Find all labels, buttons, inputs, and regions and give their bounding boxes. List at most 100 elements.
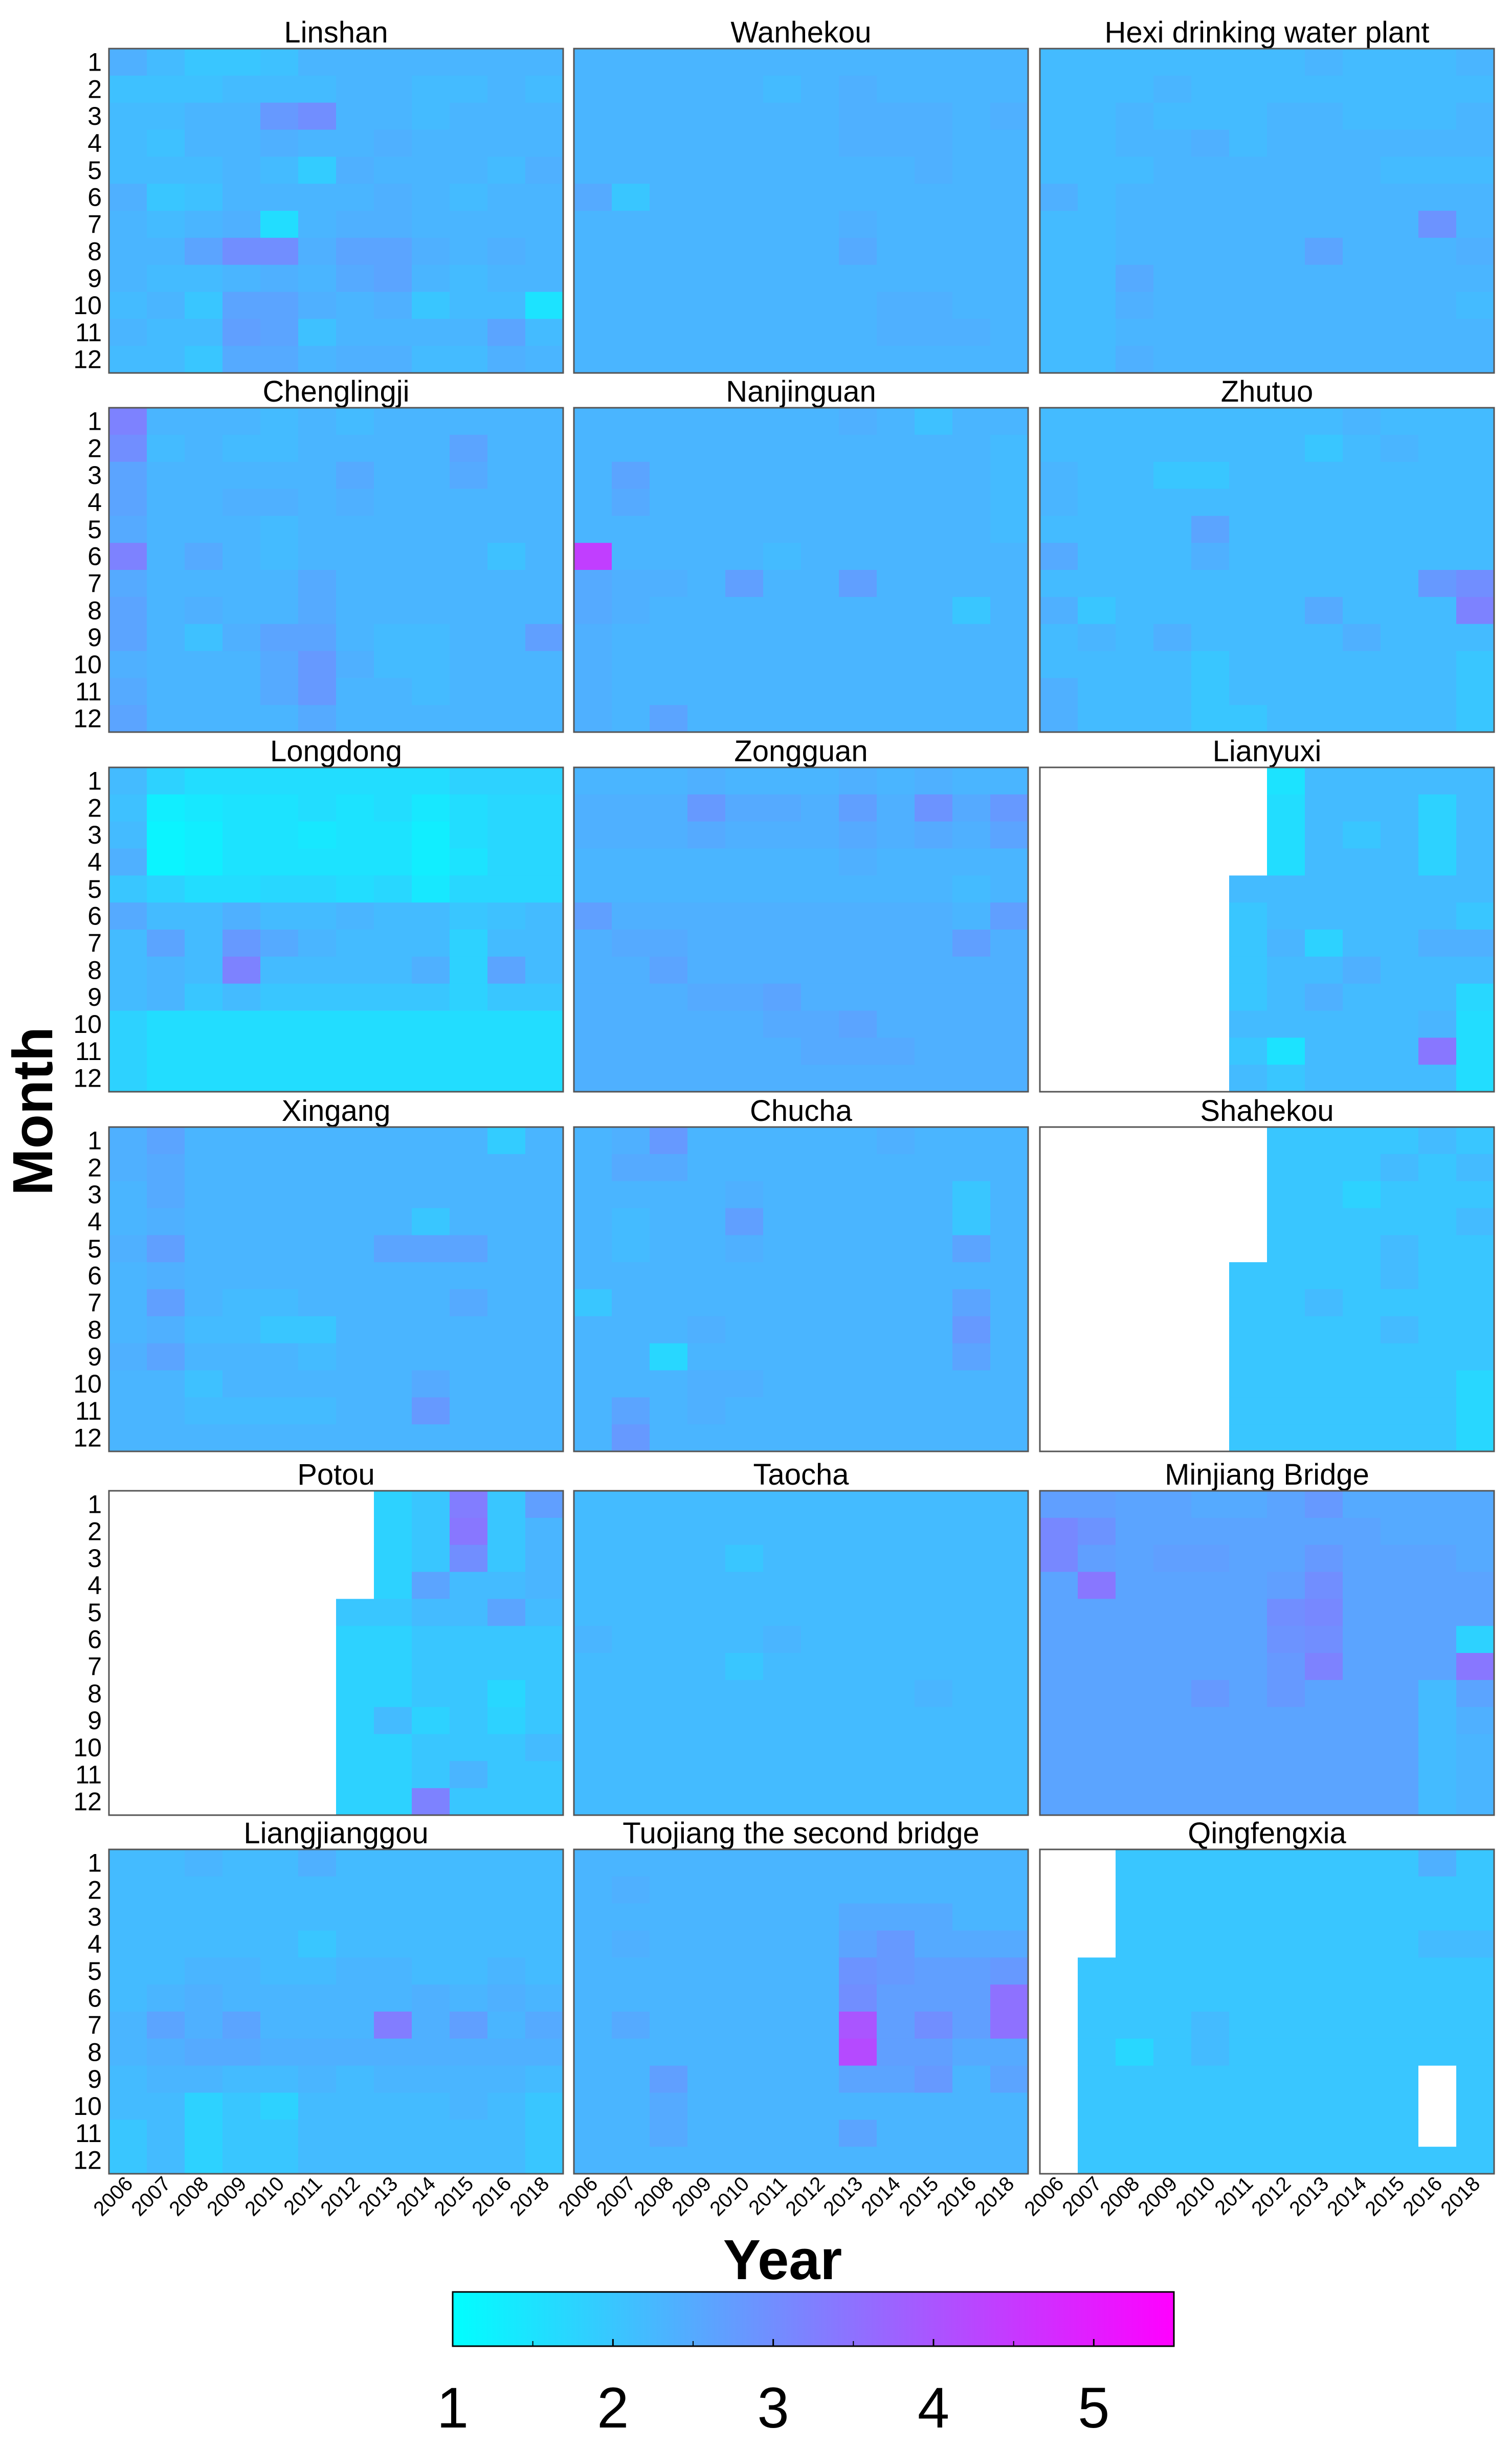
heatmap-cell: Chenglingji 2012-5: 2.3 bbox=[336, 516, 374, 543]
heatmap-cell: Liangjianggou 2010-1: 2.2 bbox=[260, 1849, 299, 1877]
heatmap-cell: Tuojiang the second bridge 2013-5: 2.9 bbox=[839, 1957, 877, 1985]
heatmap-cell: Lianyuxi 2012-9: 2.2 bbox=[1267, 983, 1305, 1011]
heatmap-cell: Hexi drinking water plant 2011-2: 2.2 bbox=[1229, 75, 1268, 103]
heatmap-cell: Chenglingji 2006-2: 3 bbox=[109, 434, 147, 462]
heatmap-cell-missing bbox=[1040, 1397, 1078, 1425]
heatmap-cell: Chucha 2009-11: 2.4 bbox=[687, 1397, 726, 1425]
heatmap-cell: Chenglingji 2009-12: 2.3 bbox=[223, 705, 261, 733]
heatmap-cell: Potou 2012-12: 1.8 bbox=[336, 1788, 374, 1816]
heatmap-cell: Chucha 2006-7: 2 bbox=[574, 1289, 612, 1317]
heatmap-cell: Liangjianggou 2011-10: 2.2 bbox=[298, 2092, 337, 2120]
heatmap-cell: Potou 2018-12: 2 bbox=[525, 1788, 564, 1816]
heatmap-cell: Zongguan 2008-6: 2.4 bbox=[650, 902, 688, 930]
month-tick-label: 9 bbox=[87, 2065, 102, 2093]
heatmap-cell: Longdong 2014-11: 1.6 bbox=[412, 1038, 450, 1065]
heatmap-cell: Linshan 2007-12: 2.2 bbox=[147, 346, 185, 373]
heatmap-cell: Hexi drinking water plant 2014-2: 2.2 bbox=[1343, 75, 1381, 103]
heatmap-cell: Wanhekou 2009-7: 2.3 bbox=[687, 211, 726, 238]
heatmap-cell: Zongguan 2013-8: 2.4 bbox=[839, 956, 877, 984]
heatmap-cell: Taocha 2012-12: 2.2 bbox=[801, 1788, 839, 1816]
heatmap-cell: Shahekou 2014-12: 2 bbox=[1343, 1424, 1381, 1452]
heatmap-cell: Chucha 2008-6: 2.3 bbox=[650, 1262, 688, 1290]
heatmap-cell: Tuojiang the second bridge 2007-10: 2.3 bbox=[612, 2092, 650, 2120]
heatmap-cell: Zhutuo 2008-8: 2.2 bbox=[1116, 597, 1154, 625]
heatmap-cell-missing bbox=[1191, 1316, 1230, 1344]
heatmap-cell: Taocha 2007-12: 2.2 bbox=[612, 1788, 650, 1816]
heatmap-cell-missing bbox=[147, 1491, 185, 1518]
heatmap-cell: Hexi drinking water plant 2012-2: 2.2 bbox=[1267, 75, 1305, 103]
heatmap-cell: Shahekou 2013-11: 2 bbox=[1305, 1397, 1343, 1425]
heatmap-cell: Chucha 2016-10: 2.3 bbox=[952, 1370, 991, 1398]
heatmap-cell: Nanjinguan 2006-1: 2.3 bbox=[574, 408, 612, 435]
heatmap-cell: Linshan 2009-3: 2.3 bbox=[223, 102, 261, 130]
panel-title: Taocha bbox=[753, 1458, 849, 1491]
heatmap-cell: Nanjinguan 2018-1: 2.3 bbox=[990, 408, 1029, 435]
heatmap-cell: Potou 2016-12: 2 bbox=[487, 1788, 526, 1816]
heatmap-cell: Qingfengxia 2014-6: 2 bbox=[1343, 1984, 1381, 2012]
heatmap-cell: Liangjianggou 2018-6: 2.3 bbox=[525, 1984, 564, 2012]
heatmap-cell: Nanjinguan 2007-2: 2.3 bbox=[612, 434, 650, 462]
heatmap-cell: Minjiang Bridge 2016-1: 2.5 bbox=[1418, 1491, 1457, 1518]
heatmap-cell: Minjiang Bridge 2008-9: 2.6 bbox=[1116, 1707, 1154, 1735]
heatmap-cell: Liangjianggou 2006-5: 2.2 bbox=[109, 1957, 147, 1985]
heatmap-cell: Hexi drinking water plant 2006-9: 2.2 bbox=[1040, 264, 1078, 293]
heatmap-cell: Lianyuxi 2014-7: 2.2 bbox=[1343, 930, 1381, 957]
heatmap-cell: Shahekou 2015-3: 2 bbox=[1381, 1181, 1419, 1209]
heatmap-cell: Minjiang Bridge 2015-3: 2.6 bbox=[1381, 1545, 1419, 1573]
panel-title: Longdong bbox=[270, 735, 402, 768]
heatmap-cell-missing bbox=[1191, 767, 1230, 795]
heatmap-cell: Hexi drinking water plant 2007-10: 2.2 bbox=[1078, 292, 1116, 319]
heatmap-cell: Liangjianggou 2006-6: 2.2 bbox=[109, 1984, 147, 2012]
heatmap-cell: Hexi drinking water plant 2016-3: 2.2 bbox=[1418, 102, 1457, 130]
heatmap-cell: Liangjianggou 2009-10: 2 bbox=[223, 2092, 261, 2120]
heatmap-cell-missing bbox=[223, 1680, 261, 1708]
heatmap-cell: Lianyuxi 2016-9: 2.2 bbox=[1418, 983, 1457, 1011]
heatmap-cell: Longdong 2016-1: 1.8 bbox=[487, 767, 526, 795]
heatmap-cell-missing bbox=[1153, 767, 1192, 795]
heatmap-cell: Linshan 2016-1: 2.3 bbox=[487, 49, 526, 76]
heatmap-cell-missing bbox=[1040, 1316, 1078, 1344]
heatmap-cell: Zhutuo 2012-6: 2.2 bbox=[1267, 543, 1305, 570]
heatmap-cell: Longdong 2018-8: 2.2 bbox=[525, 956, 564, 984]
heatmap-cell: Shahekou 2018-3: 2 bbox=[1456, 1181, 1495, 1209]
heatmap-cell: Chucha 2015-5: 2.3 bbox=[915, 1235, 953, 1263]
heatmap-cell: Linshan 2011-11: 2.1 bbox=[298, 319, 337, 346]
heatmap-cell: Linshan 2008-6: 2.1 bbox=[185, 184, 223, 211]
heatmap-cell: Zongguan 2011-9: 2.6 bbox=[763, 983, 802, 1011]
month-tick-label: 9 bbox=[87, 983, 102, 1011]
heatmap-cell: Nanjinguan 2007-6: 2.3 bbox=[612, 543, 650, 570]
heatmap-cell: Chucha 2006-9: 2.3 bbox=[574, 1343, 612, 1371]
heatmap-cell: Nanjinguan 2015-1: 2.1 bbox=[915, 408, 953, 435]
heatmap-cell: Minjiang Bridge 2016-6: 2.6 bbox=[1418, 1626, 1457, 1653]
heatmap-cell: Liangjianggou 2011-11: 2.2 bbox=[298, 2120, 337, 2147]
heatmap-cell: Longdong 2015-9: 1.8 bbox=[450, 983, 488, 1011]
heatmap-cell: Wanhekou 2013-7: 2.4 bbox=[839, 211, 877, 238]
heatmap-cell: Shahekou 2012-5: 2 bbox=[1267, 1235, 1305, 1263]
heatmap-cell: Linshan 2016-4: 2.3 bbox=[487, 129, 526, 157]
heatmap-cell: Linshan 2009-2: 2.2 bbox=[223, 75, 261, 103]
heatmap-cell: Chenglingji 2007-5: 2.3 bbox=[147, 516, 185, 543]
heatmap-cell: Xingang 2012-8: 2.3 bbox=[336, 1316, 374, 1344]
month-tick-label: 5 bbox=[87, 515, 102, 544]
heatmap-cell: Taocha 2011-9: 2.2 bbox=[763, 1707, 802, 1735]
heatmap-cell-missing bbox=[298, 1491, 337, 1518]
heatmap-cell: Taocha 2014-6: 2.2 bbox=[877, 1626, 915, 1653]
heatmap-cell: Tuojiang the second bridge 2015-7: 3 bbox=[915, 2012, 953, 2039]
heatmap-panel: LongdongLongdong 2006-1: 2.2Longdong 200… bbox=[73, 735, 564, 1093]
heatmap-cell: Wanhekou 2008-2: 2.3 bbox=[650, 75, 688, 103]
heatmap-cell: Nanjinguan 2013-8: 2.3 bbox=[839, 597, 877, 625]
heatmap-cell: Wanhekou 2010-8: 2.3 bbox=[725, 237, 764, 266]
heatmap-cell: Hexi drinking water plant 2006-3: 2.2 bbox=[1040, 102, 1078, 130]
heatmap-cell: Zhutuo 2009-3: 2 bbox=[1153, 461, 1192, 490]
heatmap-cell: Liangjianggou 2012-1: 2.2 bbox=[336, 1849, 374, 1877]
heatmap-cell: Xingang 2007-7: 2.7 bbox=[147, 1289, 185, 1317]
heatmap-cell: Tuojiang the second bridge 2006-3: 2.3 bbox=[574, 1903, 612, 1931]
heatmap-cell: Zongguan 2006-3: 2.4 bbox=[574, 821, 612, 849]
heatmap-cell: Shahekou 2015-1: 2 bbox=[1381, 1127, 1419, 1155]
heatmap-cell: Lianyuxi 2013-12: 2.2 bbox=[1305, 1065, 1343, 1092]
heatmap-cell: Taocha 2009-9: 2.2 bbox=[687, 1707, 726, 1735]
heatmap-cell: Tuojiang the second bridge 2006-11: 2.3 bbox=[574, 2120, 612, 2147]
heatmap-cell: Xingang 2008-1: 2.3 bbox=[185, 1127, 223, 1155]
heatmap-cell: Minjiang Bridge 2007-12: 2.6 bbox=[1078, 1788, 1116, 1816]
heatmap-cell: Qingfengxia 2016-8: 2 bbox=[1418, 2038, 1457, 2066]
